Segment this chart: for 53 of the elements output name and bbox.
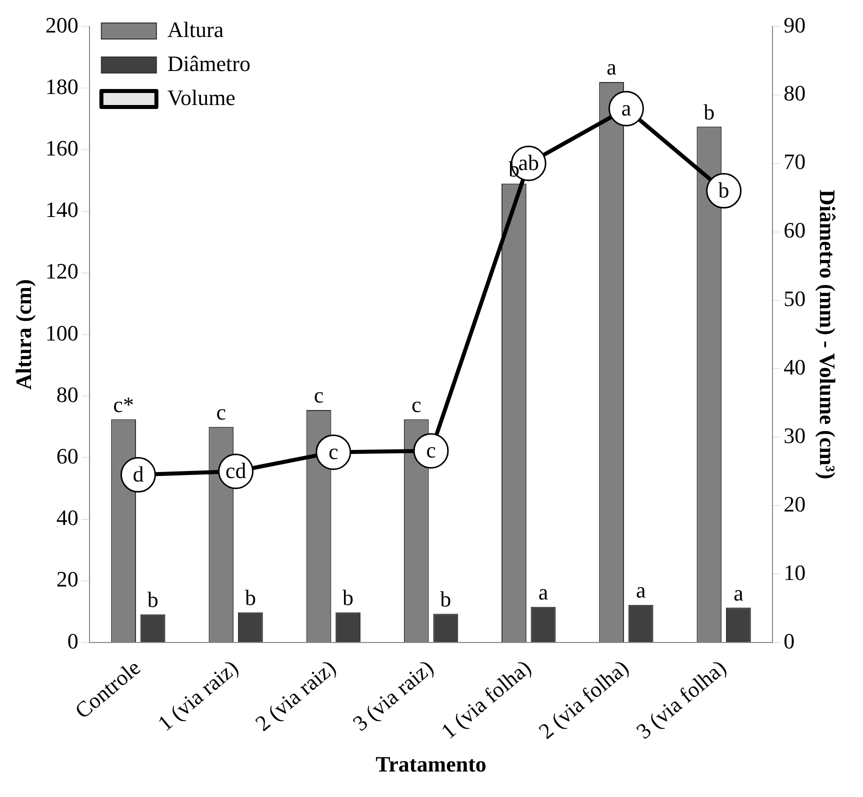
x-axis-title: Tratamento bbox=[376, 751, 486, 776]
data-label: a bbox=[621, 95, 632, 120]
y-tick-label: 80 bbox=[56, 382, 78, 407]
y-tick-label: 160 bbox=[45, 135, 78, 160]
y2-tick-label: 40 bbox=[784, 354, 806, 380]
y2-tick-label: 30 bbox=[784, 422, 806, 448]
data-label: c* bbox=[113, 392, 134, 417]
y2-tick-label: 60 bbox=[784, 218, 806, 243]
point bbox=[316, 434, 352, 470]
x-tick-label: 3 (via raiz) bbox=[348, 654, 438, 736]
y-tick-label: 0 bbox=[67, 628, 78, 654]
data-label: b bbox=[440, 586, 452, 612]
data-label: a bbox=[636, 578, 646, 603]
data-label: c bbox=[314, 382, 324, 408]
data-label: cd bbox=[225, 458, 246, 484]
data-label: a bbox=[606, 54, 617, 80]
y-axis-title: Altura (cm) bbox=[10, 279, 36, 390]
point bbox=[413, 433, 449, 469]
legend-label: Volume bbox=[167, 84, 236, 110]
data-label: c bbox=[411, 392, 422, 417]
data-label: b bbox=[244, 585, 256, 610]
y2-tick-label: 80 bbox=[784, 80, 806, 106]
y2-tick-label: 90 bbox=[784, 12, 806, 38]
y-tick-label: 200 bbox=[45, 12, 78, 38]
y-tick-label: 40 bbox=[56, 505, 78, 530]
legend-label: Altura bbox=[167, 16, 224, 42]
y-tick-label: 140 bbox=[45, 197, 78, 222]
point bbox=[608, 90, 644, 126]
legend-label: Diâmetro bbox=[167, 50, 250, 76]
y2-tick-label: 50 bbox=[784, 286, 806, 312]
y-tick-label: 60 bbox=[56, 443, 78, 468]
y-tick-label: 120 bbox=[45, 258, 78, 284]
data-label: c bbox=[426, 438, 436, 463]
data-label: b bbox=[704, 99, 715, 124]
x-tick-label: 2 (via raiz) bbox=[250, 654, 340, 736]
data-label: d bbox=[132, 462, 144, 487]
y-tick-label: 20 bbox=[56, 566, 78, 592]
y-tick-label: 180 bbox=[45, 74, 78, 99]
x-tick-label: 1 (via raiz) bbox=[152, 654, 243, 736]
y2-tick-label: 10 bbox=[784, 560, 806, 585]
data-label: ab bbox=[518, 150, 539, 176]
data-label: c bbox=[328, 438, 339, 464]
data-label: a bbox=[538, 580, 548, 605]
data-label: c bbox=[216, 400, 226, 425]
data-label: b bbox=[342, 585, 354, 610]
data-label: b bbox=[147, 587, 158, 612]
y2-tick-label: 20 bbox=[784, 491, 806, 516]
y2-tick-label: 70 bbox=[784, 149, 806, 174]
y2-axis-title: Diâmetro (mm) - Volume (cm³) bbox=[815, 190, 840, 480]
data-label: b bbox=[718, 178, 730, 203]
data-label: a bbox=[734, 580, 744, 606]
y-tick-label: 100 bbox=[45, 320, 78, 346]
y2-tick-label: 0 bbox=[784, 628, 795, 654]
